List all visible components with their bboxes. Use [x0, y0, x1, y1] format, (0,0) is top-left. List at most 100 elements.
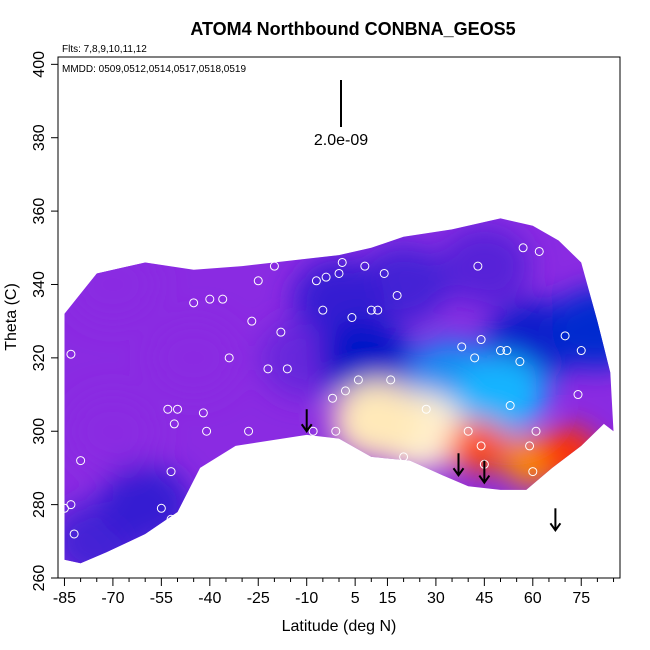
observation-point	[85, 268, 95, 278]
observation-point	[502, 346, 512, 356]
observation-point	[525, 441, 535, 451]
observation-point	[321, 272, 331, 282]
x-tick-label: 60	[524, 590, 542, 607]
x-axis-label: Latitude (deg N)	[282, 618, 397, 635]
x-tick-label: -40	[198, 590, 221, 607]
observation-point	[169, 419, 179, 429]
flights-label: Flts: 7,8,9,10,11,12	[62, 44, 147, 55]
observation-point	[528, 467, 538, 477]
marker-arrow	[478, 460, 491, 485]
x-tick-label: -10	[295, 590, 318, 607]
x-tick-label: -85	[53, 590, 76, 607]
observation-point	[276, 327, 286, 337]
observation-point	[531, 426, 541, 436]
field-anomaly	[454, 354, 547, 435]
x-tick-label: 30	[427, 590, 445, 607]
observation-point	[253, 276, 263, 286]
y-axis: 260 280 300 320 340 360 380 400	[31, 51, 58, 591]
observation-point	[331, 426, 341, 436]
y-tick-label: 360	[31, 198, 48, 225]
observation-point	[457, 342, 467, 352]
y-tick-label: 300	[31, 418, 48, 445]
field-anomalies	[64, 226, 614, 564]
observation-point	[373, 305, 383, 315]
observation-point	[166, 514, 176, 524]
field-anomaly	[331, 380, 424, 461]
dates-label: MMDD: 0509,0512,0514,0517,0518,0519	[62, 64, 246, 75]
observation-point	[218, 294, 228, 304]
observation-point	[163, 404, 173, 414]
marker-arrow	[300, 409, 313, 433]
observation-point	[347, 313, 357, 322]
observation-point	[69, 529, 79, 539]
observation-point	[495, 346, 505, 356]
field-anomaly	[447, 419, 508, 472]
field-anomaly	[318, 317, 411, 398]
observation-point	[505, 401, 515, 411]
observation-point	[282, 364, 292, 374]
observation-point	[337, 257, 347, 267]
observation-point	[328, 393, 338, 403]
observation-point	[463, 426, 473, 436]
field-anomaly	[99, 464, 192, 545]
observation-point	[340, 386, 350, 396]
observation-point	[318, 305, 328, 315]
observation-point	[399, 452, 409, 462]
x-tick-label: 45	[475, 590, 493, 607]
observation-point	[221, 456, 231, 466]
observation-point	[366, 305, 376, 315]
observation-point	[173, 404, 183, 414]
y-tick-label: 260	[31, 565, 48, 592]
observation-point	[224, 353, 234, 363]
observation-point	[576, 346, 586, 356]
y-tick-label: 280	[31, 491, 48, 518]
observation-point	[66, 349, 76, 359]
scale-label: 2.0e-09	[314, 132, 368, 149]
observation-point	[269, 261, 279, 271]
observation-point	[244, 426, 254, 436]
plot-area	[57, 56, 621, 579]
observation-point	[534, 246, 544, 256]
x-tick-label: 75	[572, 590, 590, 607]
observation-point	[76, 456, 86, 466]
observation-point	[573, 390, 583, 400]
y-tick-label: 400	[31, 51, 48, 78]
observation-point	[586, 232, 596, 242]
observation-point	[386, 375, 396, 385]
x-tick-label: 5	[351, 590, 360, 607]
observation-point	[202, 426, 212, 436]
observation-point	[421, 404, 431, 414]
observation-point	[473, 261, 483, 271]
observation-point	[470, 353, 480, 363]
observation-point	[308, 426, 318, 436]
field-anomaly	[438, 226, 531, 307]
x-tick-label: -25	[247, 590, 270, 607]
observation-point	[66, 500, 76, 510]
observation-point	[560, 331, 570, 341]
marker-arrow	[452, 453, 465, 477]
observation-point	[334, 268, 344, 278]
x-tick-label: -70	[101, 590, 124, 607]
y-tick-label: 340	[31, 271, 48, 298]
data-field	[64, 218, 614, 564]
observation-point	[205, 294, 215, 304]
observation-point	[353, 375, 363, 385]
marker-arrow	[549, 508, 562, 533]
observation-point	[392, 290, 402, 300]
x-tick-label: 15	[379, 590, 397, 607]
observation-point	[263, 364, 273, 374]
y-tick-label: 320	[31, 344, 48, 371]
observation-point	[198, 408, 208, 418]
y-tick-label: 380	[31, 124, 48, 151]
observation-point	[515, 357, 525, 367]
observation-point	[166, 467, 176, 477]
chart-title: ATOM4 Northbound CONBNA_GEOS5	[190, 19, 515, 39]
observation-point	[379, 268, 389, 278]
field-anomaly	[538, 427, 599, 480]
observation-point	[518, 243, 528, 253]
y-axis-label: Theta (C)	[3, 283, 20, 351]
observation-point	[311, 276, 321, 286]
field-anomaly	[551, 288, 614, 369]
field-anomaly	[66, 391, 159, 472]
